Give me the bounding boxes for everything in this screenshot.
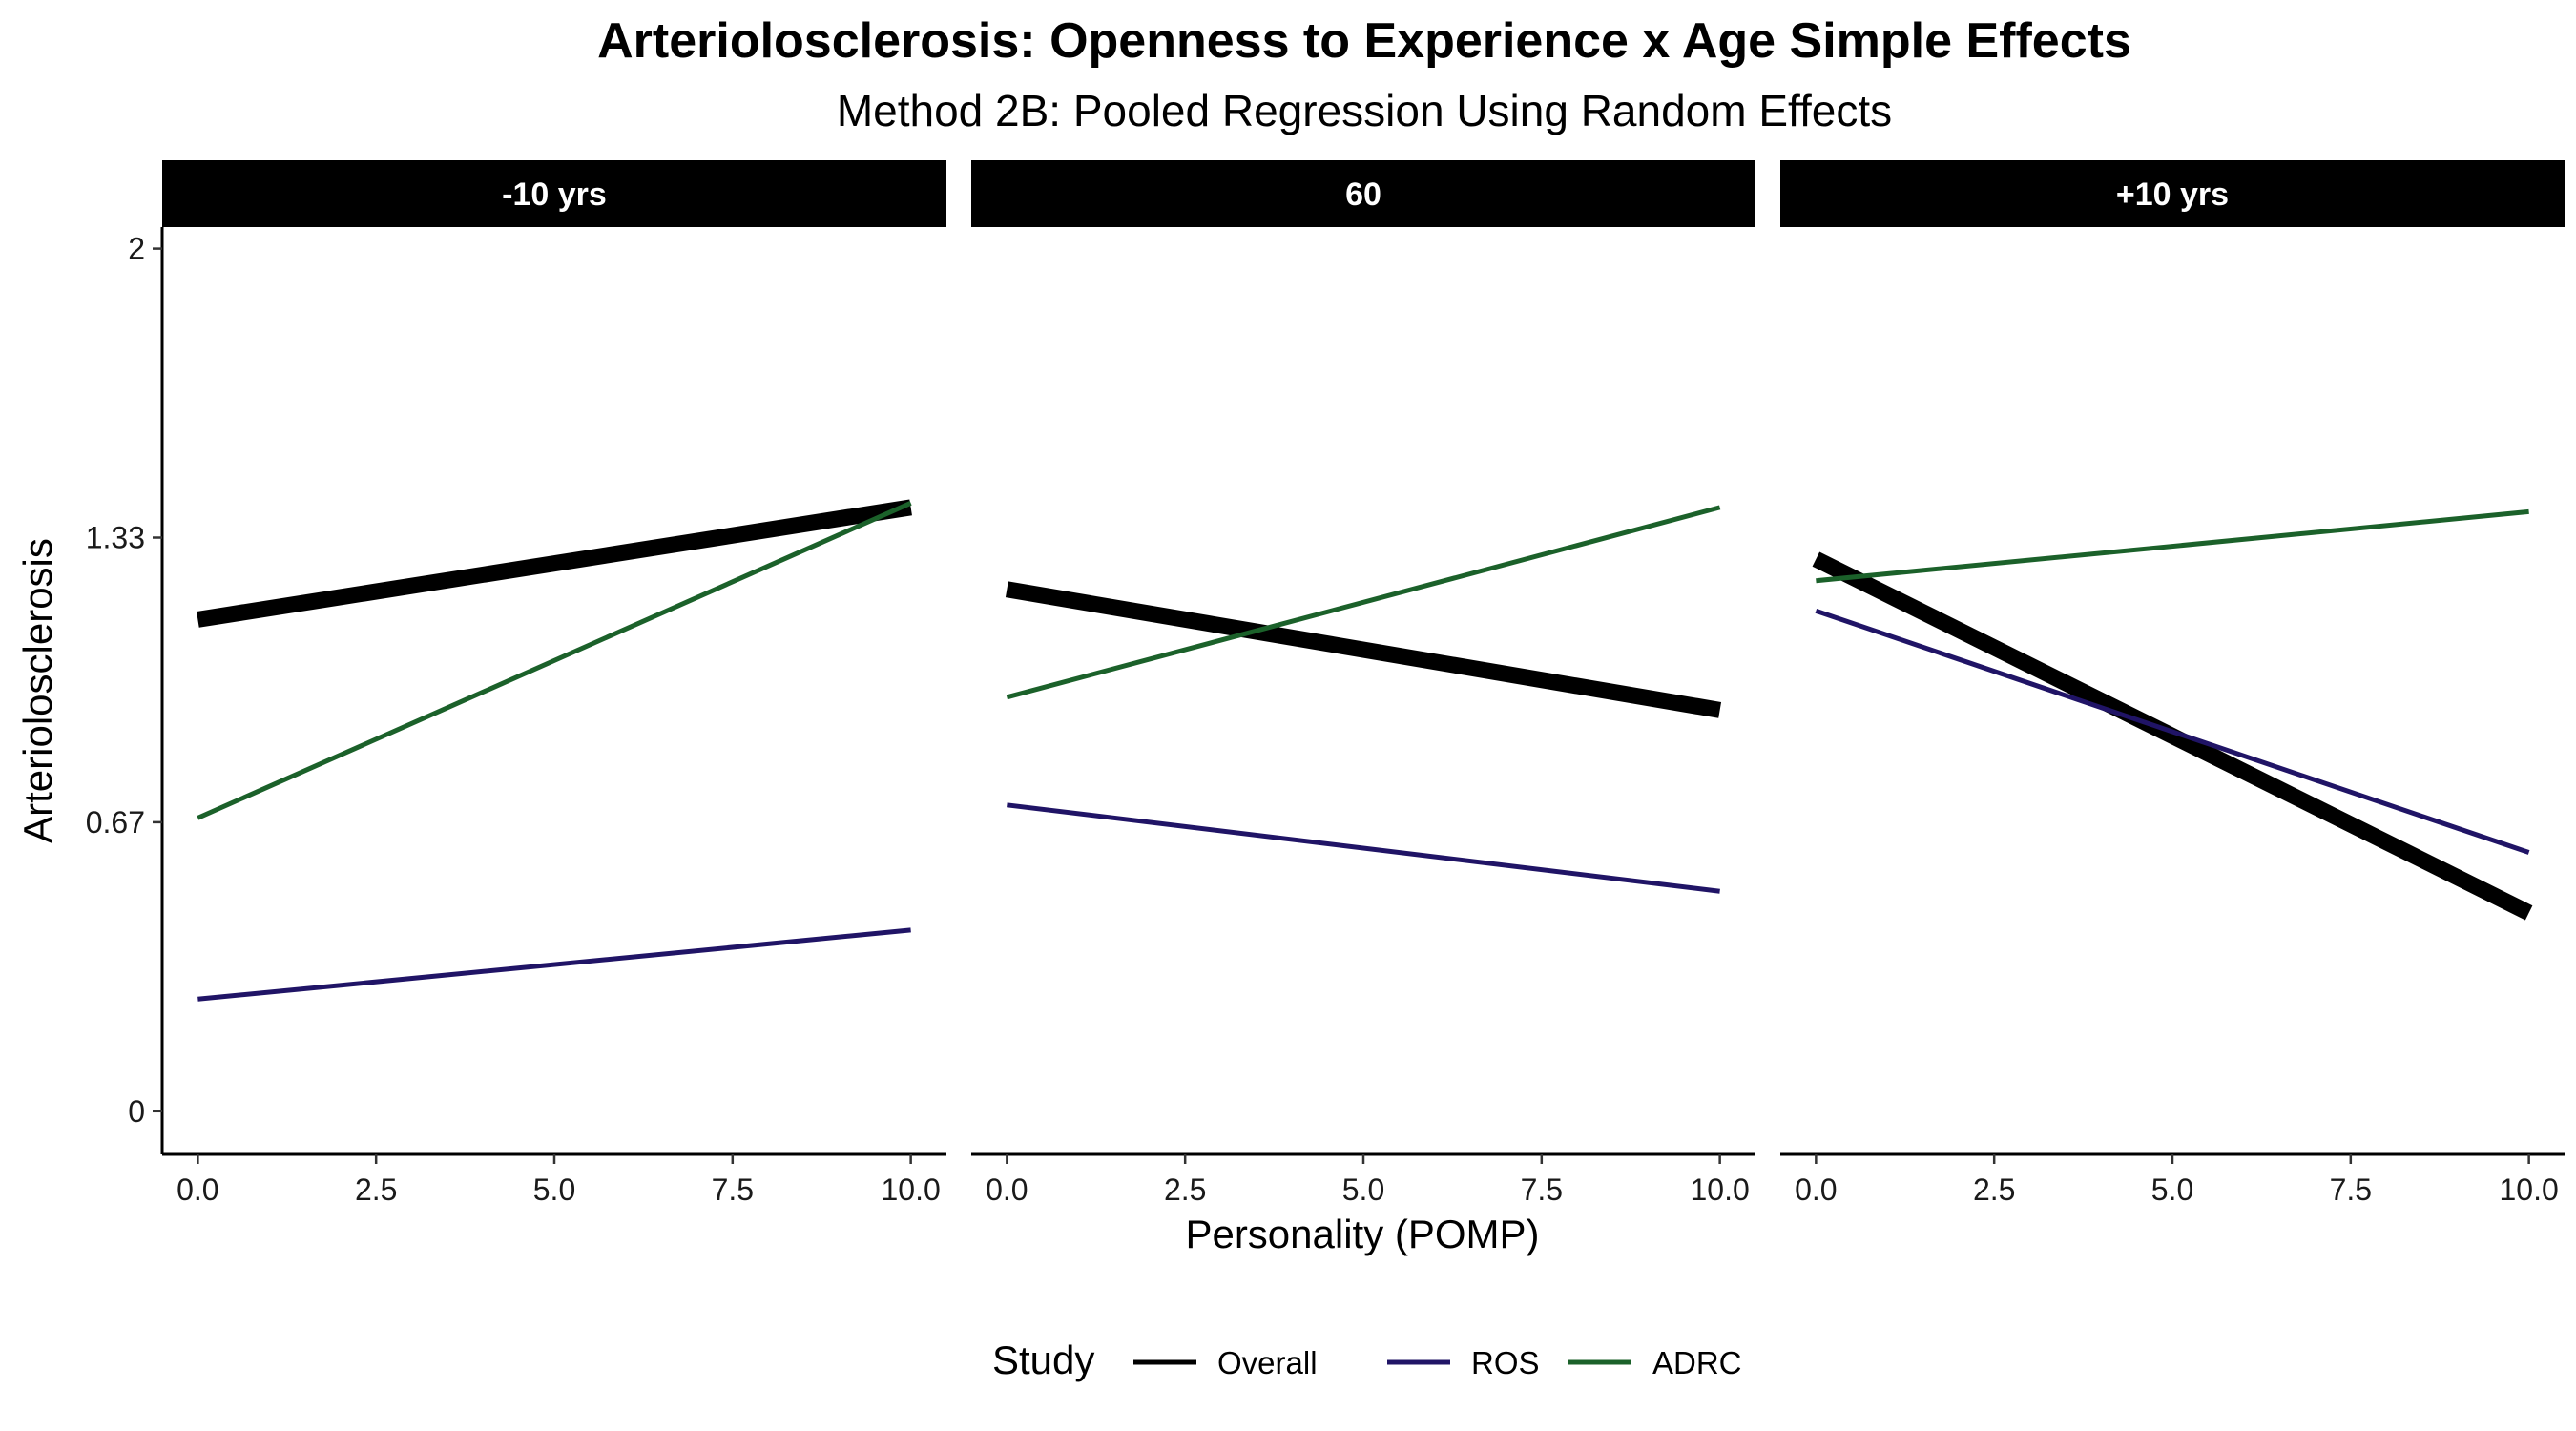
x-tick-label: 5.0 <box>533 1172 575 1207</box>
panel-0: -10 yrs 0.0 2.5 5.0 7.5 10.0 0 0.67 1.33 2 <box>86 160 946 1207</box>
x-tick-label: 0.0 <box>986 1172 1028 1207</box>
panels-layer: -10 yrs 0.0 2.5 5.0 7.5 10.0 0 0.67 1.33 2 60 0.0 2.… <box>86 160 2565 1207</box>
facet-strip-label: 60 <box>1345 176 1381 213</box>
x-tick-label: 2.5 <box>355 1172 397 1207</box>
chart-title: Arteriolosclerosis: Openness to Experien… <box>597 13 2131 69</box>
y-tick-label: 2 <box>128 232 145 266</box>
x-tick-label: 7.5 <box>1521 1172 1563 1207</box>
series-line-ros <box>197 927 911 1002</box>
x-tick-label: 5.0 <box>1342 1172 1384 1207</box>
series-line-overall <box>1005 581 1722 718</box>
series-line-adrc <box>1006 505 1721 700</box>
x-axis-label: Personality (POMP) <box>1185 1212 1539 1256</box>
panel-1: 60 0.0 2.5 5.0 7.5 10.0 <box>971 160 1755 1207</box>
facet-strip <box>162 160 946 227</box>
y-tick-label: 0.67 <box>86 805 145 840</box>
x-tick-label: 7.5 <box>2330 1172 2372 1207</box>
x-tick-label: 0.0 <box>177 1172 218 1207</box>
x-tick-label: 7.5 <box>712 1172 754 1207</box>
series-line-adrc <box>1816 508 2529 584</box>
x-tick-label: 10.0 <box>1690 1172 1749 1207</box>
facet-strip <box>971 160 1755 227</box>
series-line-overall <box>1812 551 2533 921</box>
y-tick-label: 1.33 <box>86 521 145 555</box>
facet-strip-label: +10 yrs <box>2116 176 2229 213</box>
x-tick-label: 0.0 <box>1795 1172 1837 1207</box>
legend-label-adrc: ADRC <box>1652 1345 1742 1380</box>
y-tick-label: 0 <box>128 1094 145 1129</box>
x-tick-label: 2.5 <box>1164 1172 1206 1207</box>
x-tick-label: 10.0 <box>881 1172 940 1207</box>
chart-subtitle: Method 2B: Pooled Regression Using Rando… <box>837 86 1892 135</box>
legend-title: Study <box>992 1338 1094 1382</box>
panel-2: +10 yrs 0.0 2.5 5.0 7.5 10.0 <box>1780 160 2565 1207</box>
legend-label-overall: Overall <box>1217 1345 1318 1380</box>
series-line-ros <box>1815 608 2530 855</box>
x-tick-label: 10.0 <box>2499 1172 2558 1207</box>
y-axis-label: Arteriolosclerosis <box>15 538 60 843</box>
facet-strip <box>1780 160 2565 227</box>
legend: Study Overall ROS ADRC <box>992 1338 1742 1382</box>
x-tick-label: 2.5 <box>1973 1172 2015 1207</box>
series-line-ros <box>1007 802 1720 894</box>
x-tick-label: 5.0 <box>2151 1172 2193 1207</box>
legend-label-ros: ROS <box>1471 1345 1540 1380</box>
series-line-overall <box>197 499 912 628</box>
facet-strip-label: -10 yrs <box>502 176 607 213</box>
series-line-adrc <box>197 501 912 820</box>
